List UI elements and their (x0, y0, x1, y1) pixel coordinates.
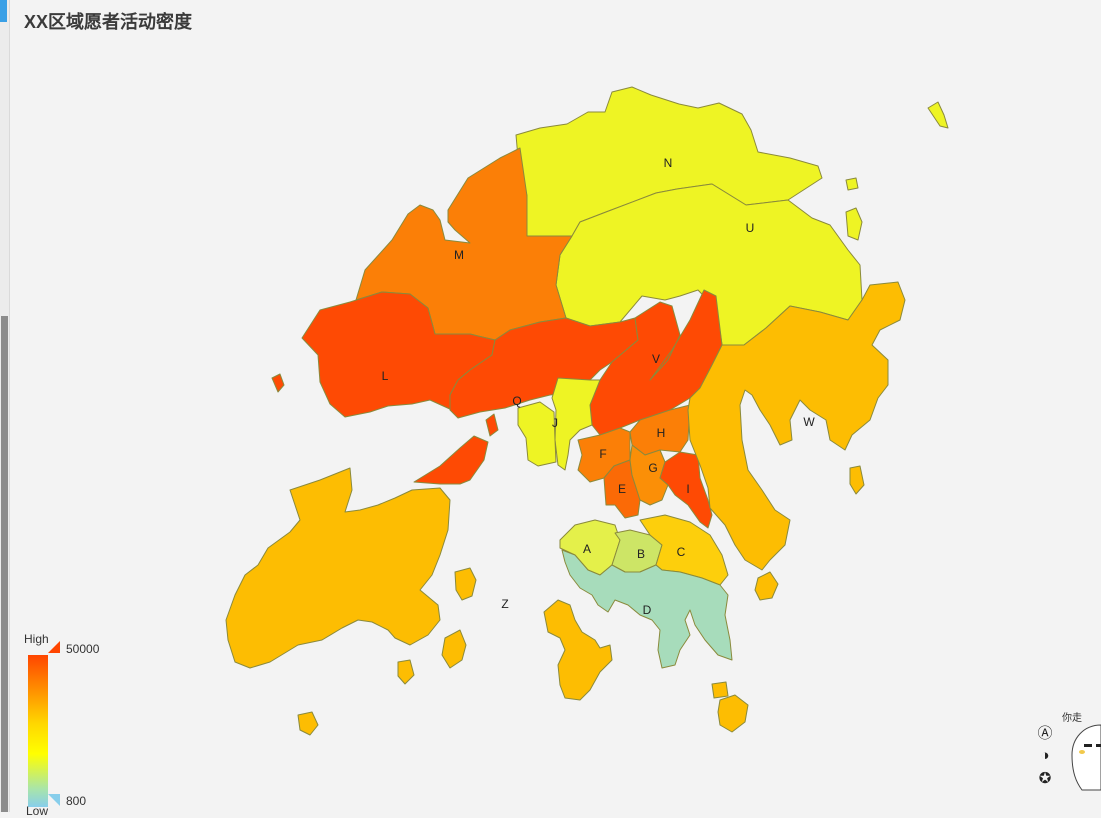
label-V: V (652, 352, 660, 366)
legend-color-bar[interactable] (28, 655, 48, 807)
legend-high-label: High (24, 632, 49, 646)
region-W-island-1[interactable] (754, 571, 779, 601)
legend-min-handle[interactable] (48, 794, 60, 806)
mascot-figure: 你走 (1062, 711, 1101, 791)
label-J: J (552, 416, 558, 430)
legend-max-handle[interactable] (48, 641, 60, 653)
region-Z-island-2[interactable] (454, 567, 477, 601)
legend-max-value: 50000 (66, 642, 100, 656)
region-I[interactable] (659, 451, 713, 529)
region-labels: N U M L V Q J W H F G E I A B C Z D (382, 156, 816, 617)
label-E: E (618, 482, 626, 496)
region-Q-island-2[interactable] (485, 413, 499, 437)
region-E[interactable] (603, 459, 641, 519)
moon-icon[interactable]: ◑ (1040, 747, 1050, 764)
label-D: D (643, 603, 652, 617)
page-title: XX区域愿者活动密度 (24, 12, 193, 32)
label-Q: Q (512, 394, 521, 408)
label-M: M (454, 248, 464, 262)
region-Z[interactable] (225, 467, 451, 669)
label-U: U (746, 221, 755, 235)
left-accent-tab[interactable] (0, 0, 7, 22)
label-Z: Z (501, 597, 508, 611)
region-J[interactable] (551, 377, 601, 471)
region-Z-island-5[interactable] (397, 659, 415, 685)
region-J-island[interactable] (517, 401, 557, 467)
scrollbar-thumb[interactable] (1, 316, 8, 812)
region-U-island-2[interactable] (845, 177, 859, 191)
region-Q-island-1[interactable] (413, 435, 489, 485)
circled-a-icon[interactable]: Ⓐ (1037, 725, 1053, 742)
mascot[interactable]: 你走 (1062, 710, 1101, 800)
region-D[interactable] (561, 549, 733, 669)
region-W-island-2[interactable] (849, 465, 865, 495)
legend-min-value: 800 (66, 794, 87, 808)
legend-low-label: Low (26, 804, 49, 818)
mascot-speech: 你走 (1062, 711, 1082, 724)
label-F: F (599, 447, 606, 461)
region-Z-island-1[interactable] (543, 599, 613, 701)
region-Z-island-6[interactable] (297, 711, 319, 736)
region-U-island-3[interactable] (845, 207, 863, 241)
label-C: C (677, 545, 686, 559)
visual-map-legend: High 50000 800 Low (24, 632, 114, 818)
region-L-island-1[interactable] (271, 373, 285, 393)
region-Z-island-3[interactable] (441, 629, 467, 669)
label-N: N (664, 156, 673, 170)
label-G: G (648, 461, 657, 475)
label-W: W (803, 415, 815, 429)
region-W[interactable] (687, 281, 906, 571)
region-U-island-1[interactable] (927, 101, 949, 129)
shirt-icon[interactable]: ✪ (1038, 770, 1052, 787)
label-H: H (657, 426, 666, 440)
left-edge-panel (0, 0, 10, 812)
label-B: B (637, 547, 645, 561)
region-Z-island-7[interactable] (711, 681, 729, 699)
label-I: I (686, 482, 689, 496)
label-A: A (583, 542, 591, 556)
label-L: L (382, 369, 389, 383)
region-Z-island-4[interactable] (717, 694, 749, 733)
